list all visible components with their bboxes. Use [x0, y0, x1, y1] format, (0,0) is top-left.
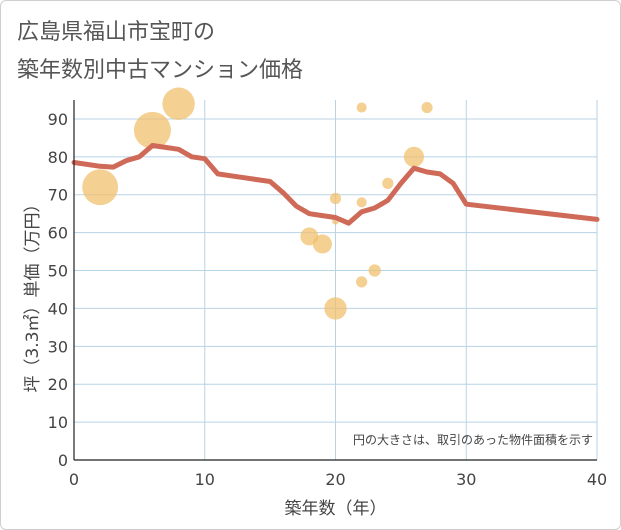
tick-labels: 0 10 20 30 40 50 60 70 80 90 0 10 20 30 40	[48, 110, 608, 489]
y-tick-label-20: 20	[48, 375, 68, 394]
y-tick-label-40: 40	[48, 299, 68, 318]
bubble-2	[162, 87, 195, 121]
bubble-4	[312, 234, 332, 254]
bubble-0	[82, 169, 119, 206]
bubble-14	[421, 101, 433, 114]
title-line-2: 築年数別中古マンション価格	[17, 58, 304, 83]
x-tick-label-20: 20	[325, 470, 345, 489]
chart-title: 広島県福山市宝町の 築年数別中古マンション価格	[17, 14, 437, 90]
x-axis-label: 築年数（年）	[285, 499, 387, 519]
bubble-size-note: 円の大きさは、取引のあった物件面積を示す	[353, 432, 593, 447]
x-tick-label-0: 0	[69, 470, 79, 489]
y-axis-label: 坪（3.3㎡）単価（万円）	[23, 195, 43, 392]
title-line-1: 広島県福山市宝町の	[17, 20, 216, 45]
bubble-6	[324, 297, 347, 320]
bubble-11	[368, 264, 381, 277]
y-tick-label-0: 0	[58, 451, 68, 470]
y-tick-label-50: 50	[48, 262, 68, 281]
y-tick-label-10: 10	[48, 413, 68, 432]
bubble-12	[382, 177, 394, 189]
y-tick-label-70: 70	[48, 186, 68, 205]
y-tick-label-30: 30	[48, 337, 68, 356]
bubble-8	[356, 102, 367, 113]
bubble-9	[356, 197, 367, 208]
bubble-13	[403, 146, 425, 167]
y-tick-label-60: 60	[48, 224, 68, 243]
y-tick-label-80: 80	[48, 148, 68, 167]
x-tick-label-40: 40	[587, 470, 607, 489]
axes	[73, 100, 597, 461]
grid-lines	[74, 100, 598, 460]
x-tick-label-30: 30	[456, 470, 476, 489]
bubble-1	[133, 111, 171, 149]
x-tick-label-10: 10	[195, 470, 215, 489]
bubble-5	[329, 192, 342, 205]
bubble-10	[356, 276, 368, 288]
average-price-line	[71, 143, 600, 226]
bubble-series	[82, 87, 433, 320]
y-tick-label-90: 90	[48, 110, 68, 129]
